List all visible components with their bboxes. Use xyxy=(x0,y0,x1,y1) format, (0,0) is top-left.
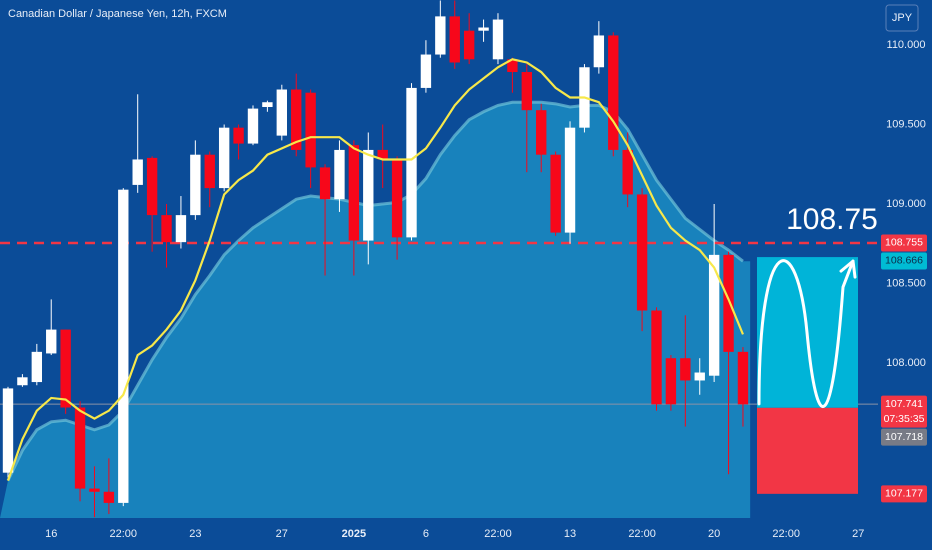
candle-body xyxy=(478,27,489,31)
y-tick-label: 108.500 xyxy=(886,277,926,289)
x-tick-label: 20 xyxy=(708,528,720,540)
y-tick-label: 109.000 xyxy=(886,198,926,210)
candle-body xyxy=(319,167,331,200)
chart-title: Canadian Dollar / Japanese Yen, 12h, FXC… xyxy=(8,8,227,20)
candle-body xyxy=(723,254,734,352)
candle-body xyxy=(334,149,345,200)
candle-body xyxy=(175,215,187,243)
price-label: 108.755 xyxy=(885,237,923,249)
candle-body xyxy=(363,149,374,241)
candle-body xyxy=(31,351,43,383)
candle-body xyxy=(391,159,403,238)
candle-body xyxy=(132,159,143,185)
candle-body xyxy=(233,127,244,144)
price-countdown: 07:35:35 xyxy=(884,413,925,425)
candle-body xyxy=(2,388,14,473)
candle-body xyxy=(89,488,100,492)
ma-fast-line xyxy=(6,58,744,481)
candle-body xyxy=(46,329,57,354)
candle-body xyxy=(550,154,561,233)
candle-body xyxy=(665,358,677,405)
price-label: 108.666 xyxy=(885,255,923,267)
candle-body xyxy=(262,102,273,108)
candle-body xyxy=(608,35,619,150)
candle-body xyxy=(449,16,460,63)
candle-body xyxy=(636,194,648,311)
ma-slow-line xyxy=(6,100,744,482)
candle-body xyxy=(463,30,475,60)
x-tick-label: 23 xyxy=(189,528,201,540)
candle-body xyxy=(204,154,215,189)
price-label-box xyxy=(881,485,927,503)
price-label: 107.741 xyxy=(885,398,923,410)
candle-body xyxy=(651,310,662,405)
projection-curve xyxy=(757,259,855,408)
candle-body xyxy=(74,407,86,489)
y-tick-label: 110.000 xyxy=(887,39,926,51)
candle-body xyxy=(737,351,749,405)
x-tick-label: 6 xyxy=(423,528,429,540)
candle-body xyxy=(17,377,28,386)
price-label-box xyxy=(881,395,927,428)
y-tick-label: 108.000 xyxy=(886,357,926,369)
currency-label[interactable]: JPY xyxy=(892,12,913,24)
candle-body xyxy=(507,59,518,73)
x-tick-label: 27 xyxy=(276,528,288,540)
candle-body xyxy=(161,215,172,243)
candle-body xyxy=(118,189,129,503)
x-tick-label: 13 xyxy=(564,528,576,540)
x-tick-label: 22:00 xyxy=(772,528,800,540)
candle-body xyxy=(377,149,388,160)
candle-body xyxy=(492,19,504,60)
x-tick-label: 22:00 xyxy=(484,528,512,540)
candle-body xyxy=(146,157,158,216)
candle-body xyxy=(305,92,316,168)
x-tick-label: 2025 xyxy=(342,528,366,540)
x-tick-label: 22:00 xyxy=(110,528,138,540)
candle-body xyxy=(103,491,115,503)
candle-body xyxy=(348,145,360,241)
price-label: 107.718 xyxy=(885,431,923,443)
x-tick-label: 27 xyxy=(852,528,864,540)
price-label-box xyxy=(881,252,927,270)
candle-body xyxy=(218,127,230,189)
stop-box xyxy=(757,407,858,494)
candle-body xyxy=(593,35,605,68)
candle-body xyxy=(564,127,576,233)
candle-body xyxy=(680,358,691,381)
candle-body xyxy=(291,89,302,150)
candle-body xyxy=(420,54,432,88)
x-tick-label: 16 xyxy=(45,528,57,540)
candle-body xyxy=(276,89,287,136)
price-label-box xyxy=(881,428,927,446)
candle-body xyxy=(521,72,532,111)
x-tick-label: 22:00 xyxy=(628,528,656,540)
price-label: 107.177 xyxy=(885,488,923,500)
currency-button[interactable] xyxy=(885,4,919,32)
candle-body xyxy=(536,110,547,155)
target-annotation: 108.75 xyxy=(786,203,878,236)
candle-body xyxy=(708,254,720,376)
projection-arrowhead xyxy=(839,259,857,279)
candle-body xyxy=(247,108,259,144)
candle-body xyxy=(694,372,705,381)
plot-area: 108.75 xyxy=(0,0,878,518)
candle-body xyxy=(622,149,633,195)
y-tick-label: 109.500 xyxy=(886,118,926,130)
candle-body xyxy=(60,329,71,408)
candle-body xyxy=(406,87,417,238)
price-label-box xyxy=(881,234,927,252)
candle-body xyxy=(190,154,201,216)
ma-slow-area xyxy=(0,102,751,518)
candle-body xyxy=(435,16,446,55)
